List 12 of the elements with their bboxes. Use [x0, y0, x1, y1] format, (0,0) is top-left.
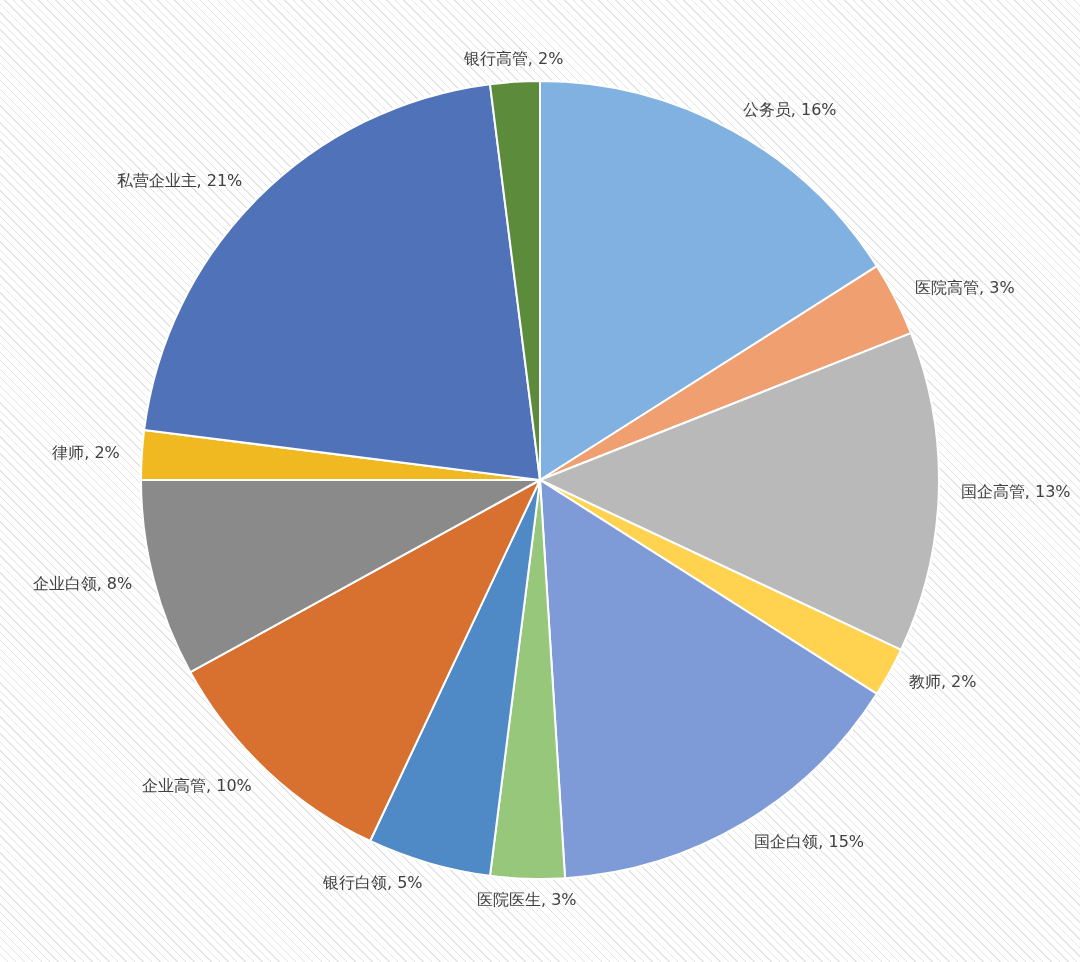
- slice-label: 医院高管, 3%: [915, 278, 1015, 298]
- slice-label: 私营企业主, 21%: [116, 171, 243, 191]
- slice-label: 企业高管, 10%: [142, 776, 252, 796]
- slice-label: 医院医生, 3%: [476, 889, 577, 909]
- slice-label: 公务员, 16%: [742, 100, 837, 120]
- slice-label: 银行高管, 2%: [462, 48, 564, 68]
- slice-label: 律师, 2%: [52, 442, 120, 462]
- slice-label: 国企白领, 15%: [754, 831, 865, 851]
- slice-label: 企业白领, 8%: [32, 573, 133, 593]
- slice-label: 国企高管, 13%: [960, 482, 1071, 502]
- slice-label: 教师, 2%: [908, 671, 977, 691]
- slice-label: 银行白领, 5%: [321, 873, 423, 893]
